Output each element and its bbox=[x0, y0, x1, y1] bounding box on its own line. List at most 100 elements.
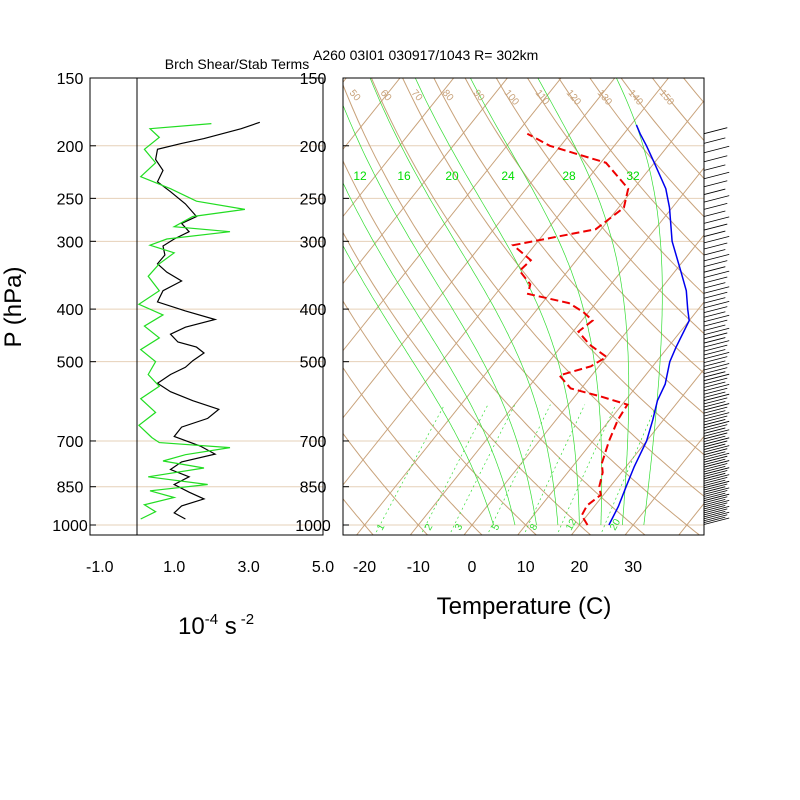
dry-adiabat-label: 130 bbox=[595, 88, 614, 108]
dry-adiabat-line bbox=[682, 78, 704, 104]
right-y-ticks: 150 200 250 300 400 500 700 850 1000 bbox=[295, 71, 349, 535]
isotherm-line bbox=[343, 78, 616, 419]
moist-adiabat-line bbox=[470, 78, 603, 525]
moist-adiabat-line bbox=[414, 78, 580, 525]
moist-adiabat-line bbox=[343, 182, 516, 526]
wind-barb bbox=[703, 356, 728, 364]
isotherm-line bbox=[356, 99, 704, 535]
dry-adiabat-line bbox=[433, 78, 704, 415]
moist-adiabat-label: 28 bbox=[562, 169, 576, 183]
wind-barb bbox=[703, 171, 730, 180]
wind-barb bbox=[703, 155, 728, 163]
skew-t-series bbox=[510, 124, 690, 526]
left-series bbox=[137, 121, 260, 520]
wind-barb bbox=[703, 349, 726, 356]
mixing-ratio-label: 2 bbox=[423, 522, 436, 533]
moist-adiabat-label: 16 bbox=[397, 169, 411, 183]
right-y-tick-label: 850 bbox=[300, 480, 327, 497]
left-y-ticks: 150 200 250 300 400 500 700 850 1000 bbox=[52, 71, 96, 535]
units-label: 10-4 s -2 bbox=[178, 611, 254, 640]
right-y-tick-label: 250 bbox=[300, 191, 327, 208]
moist-adiabat-label: 20 bbox=[445, 169, 459, 183]
dry-adiabat-line bbox=[763, 62, 800, 537]
left-y-tick-label: 400 bbox=[57, 302, 84, 319]
dry-adiabat-line bbox=[495, 78, 704, 335]
isotherm-line bbox=[0, 78, 293, 535]
dry-adiabat-line bbox=[526, 78, 704, 295]
wind-barb bbox=[703, 314, 730, 323]
isotherm-line bbox=[571, 368, 704, 535]
left-x-tick-label: 1.0 bbox=[163, 559, 185, 576]
left-y-tick-label: 850 bbox=[57, 480, 84, 497]
wind-barb bbox=[703, 480, 730, 489]
wind-barb bbox=[703, 371, 726, 378]
wind-barb bbox=[703, 291, 728, 299]
wind-barb bbox=[703, 180, 728, 188]
mixing-ratio-label: 20 bbox=[608, 517, 623, 533]
left-panel-title: Brch Shear/Stab Terms bbox=[165, 56, 309, 72]
wind-barb bbox=[703, 367, 728, 375]
mixing-ratio-label: 8 bbox=[528, 522, 541, 533]
wind-barb bbox=[703, 490, 728, 497]
dry-adiabat-label: 70 bbox=[409, 88, 425, 104]
dry-adiabat-label: 100 bbox=[502, 88, 521, 108]
wind-barb bbox=[703, 145, 730, 154]
dry-adiabat-line bbox=[732, 62, 800, 537]
dry-adiabat-line bbox=[343, 366, 483, 535]
moist-adiabat-line bbox=[616, 78, 663, 526]
dry-adiabat-line bbox=[589, 78, 704, 218]
wind-barb bbox=[703, 517, 730, 525]
wind-barb bbox=[703, 448, 728, 456]
wind-barb bbox=[703, 301, 730, 309]
wind-barb bbox=[703, 451, 726, 458]
wind-barb bbox=[703, 435, 726, 443]
wind-barb bbox=[703, 502, 728, 510]
wind-barb bbox=[703, 266, 726, 273]
dry-adiabat-line bbox=[120, 62, 320, 537]
right-x-tick-label: 0 bbox=[468, 559, 477, 576]
moist-adiabat-line bbox=[343, 245, 494, 526]
wind-barb bbox=[703, 420, 730, 429]
wind-barb bbox=[703, 406, 728, 414]
wind-barb bbox=[703, 311, 726, 318]
wind-barb bbox=[703, 340, 730, 348]
wind-barb bbox=[703, 412, 730, 420]
mixing-ratio-line bbox=[486, 404, 551, 535]
wind-barb bbox=[703, 377, 728, 385]
wind-barb bbox=[703, 460, 730, 468]
right-y-tick-label: 700 bbox=[300, 434, 327, 451]
shear-line bbox=[154, 121, 260, 520]
wind-barb bbox=[703, 474, 730, 482]
wind-barb bbox=[703, 432, 728, 440]
dry-adiabat-line bbox=[464, 78, 704, 374]
dry-adiabat-line bbox=[701, 62, 800, 537]
moist-adiabat-label: 24 bbox=[501, 169, 515, 183]
wind-barb bbox=[703, 319, 728, 327]
wind-barb bbox=[703, 242, 728, 250]
wind-barb bbox=[703, 467, 730, 475]
left-pressure-grid bbox=[90, 77, 323, 526]
isotherm-line bbox=[343, 78, 669, 486]
right-plot-frame bbox=[342, 77, 705, 536]
dry-adiabat-label: 120 bbox=[564, 88, 583, 108]
dry-adiabat-label: 50 bbox=[347, 88, 363, 104]
wind-barb bbox=[703, 360, 726, 367]
wind-barb bbox=[703, 327, 730, 336]
wind-barb bbox=[703, 511, 730, 520]
left-y-tick-label: 1000 bbox=[52, 518, 88, 535]
mixing-ratio-line bbox=[600, 404, 657, 535]
wind-barb bbox=[703, 387, 728, 395]
wind-barb bbox=[703, 427, 726, 434]
left-plot-frame bbox=[89, 77, 324, 536]
right-y-tick-label: 200 bbox=[300, 139, 327, 156]
left-y-tick-label: 250 bbox=[57, 191, 84, 208]
wind-barb bbox=[703, 195, 730, 203]
mixing-ratio-label: 3 bbox=[453, 522, 466, 533]
wind-barb bbox=[703, 223, 728, 231]
wind-barb bbox=[703, 440, 728, 448]
wind-barb bbox=[703, 384, 730, 392]
wind-barb bbox=[703, 445, 730, 453]
wind-barb bbox=[703, 393, 730, 402]
